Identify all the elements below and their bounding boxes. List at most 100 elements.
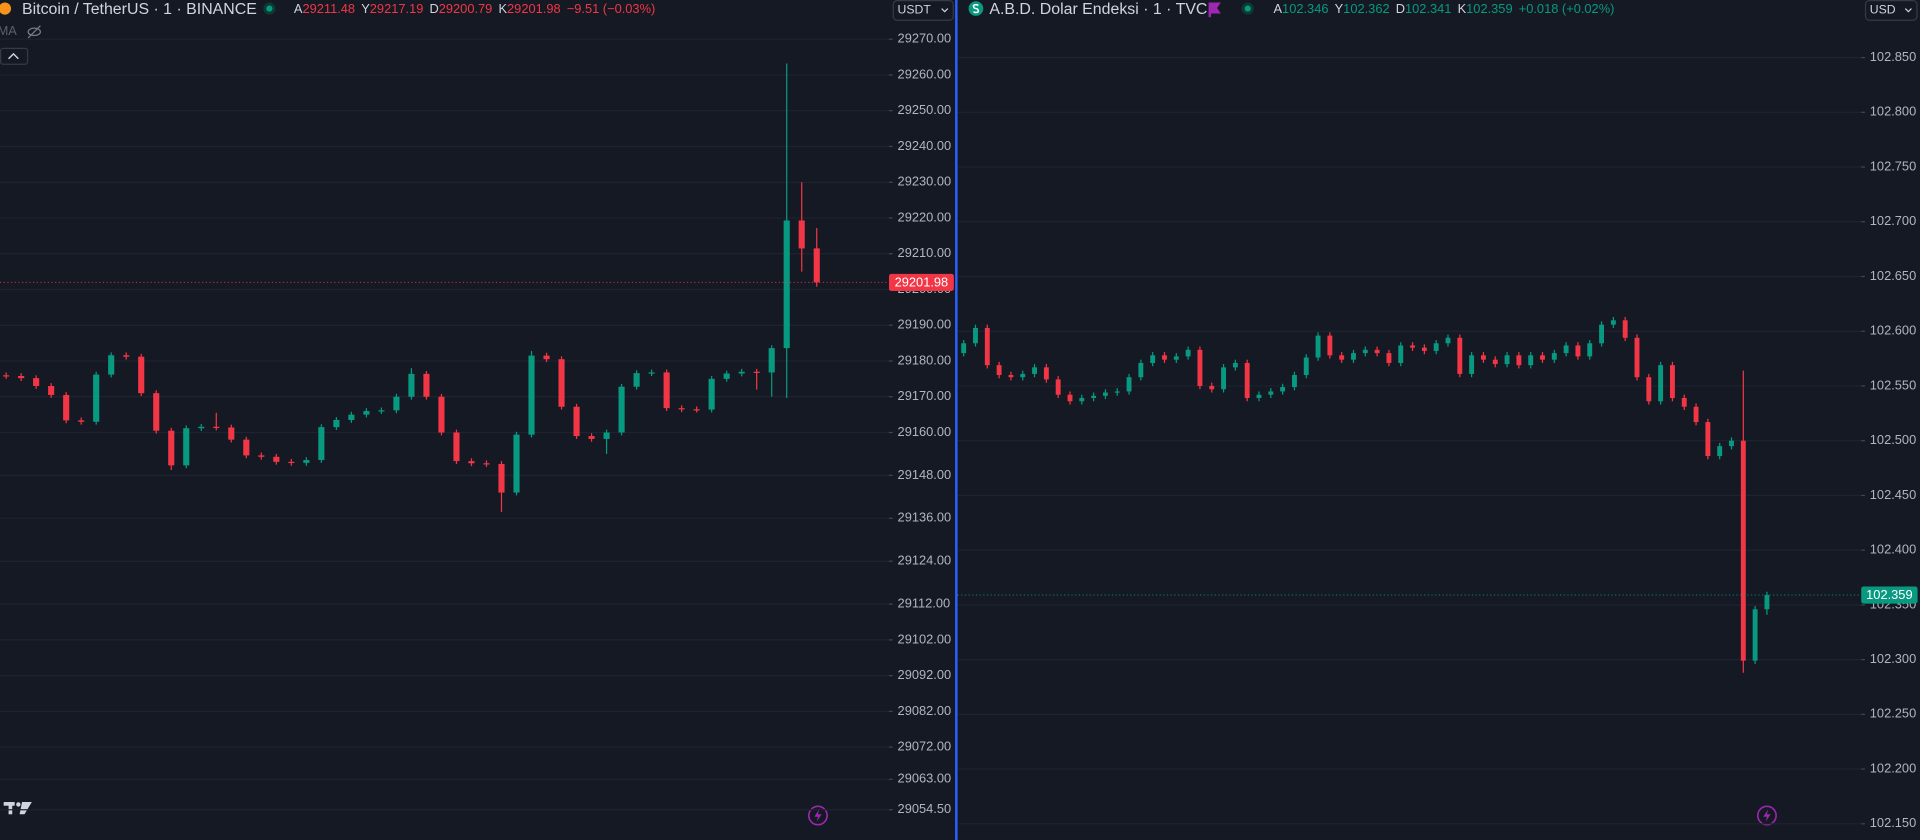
y-tick-label: 29072.00 xyxy=(898,739,952,754)
y-tick-label: 102.150 xyxy=(1870,815,1916,830)
candle-body xyxy=(1374,349,1380,354)
y-tick-label: 29240.00 xyxy=(898,138,952,153)
y-tick-label: 102.500 xyxy=(1870,432,1916,447)
candle-body xyxy=(798,220,805,249)
candle-body xyxy=(1658,365,1664,402)
candle-body xyxy=(48,386,55,395)
candle-body xyxy=(303,460,310,463)
candle-body xyxy=(588,436,595,439)
dropdown-caret xyxy=(941,8,949,13)
candle-body xyxy=(213,426,220,429)
candle-body xyxy=(1362,349,1368,354)
y-tick-label: 102.600 xyxy=(1870,323,1916,338)
ohlc-label: K xyxy=(1458,1,1467,16)
candle-body xyxy=(288,461,295,464)
candle-body xyxy=(1669,365,1675,398)
y-tick-label: 102.750 xyxy=(1870,158,1916,173)
candle-body xyxy=(1634,337,1640,378)
ohlc-legend: A29211.48 Y29217.19 D29200.79 K29201.98 −9.5… xyxy=(294,1,655,16)
candle-body xyxy=(138,356,145,394)
candle-body xyxy=(18,376,25,379)
candle-body xyxy=(753,371,760,373)
candle-body xyxy=(1232,362,1238,368)
ohlc-value: 102.359 xyxy=(1466,1,1512,16)
candle-body xyxy=(1540,355,1545,360)
candle-body xyxy=(1398,345,1404,363)
price-badge-label: 29201.98 xyxy=(895,274,949,289)
candle-body xyxy=(318,427,325,461)
symbol-icon-glyph xyxy=(972,3,980,14)
candle-body xyxy=(961,343,967,354)
candle-body xyxy=(168,430,175,466)
ohlc-value: 29200.79 xyxy=(439,1,493,16)
indicator-label: MA xyxy=(0,23,17,38)
candle-body xyxy=(528,355,535,435)
candle-body xyxy=(1221,367,1227,390)
candle-body xyxy=(378,410,385,412)
y-tick-label: 29210.00 xyxy=(898,245,952,260)
candle-body xyxy=(468,461,475,464)
candle-body xyxy=(1114,391,1120,393)
collapse-button[interactable] xyxy=(0,47,29,65)
ohlc-label: Y xyxy=(361,1,370,16)
eye-icon[interactable] xyxy=(27,25,42,39)
candle-body xyxy=(63,394,70,421)
candle-body xyxy=(603,432,610,439)
grid-layer: 29270.00 29260.00 29250.00 29240.00 29230.00… xyxy=(0,31,1916,830)
lightning-button[interactable] xyxy=(1756,805,1777,826)
price-axis xyxy=(888,0,957,840)
candle-body xyxy=(1469,355,1475,374)
change-value: −9.51 (−0.03%) xyxy=(567,1,656,16)
currency-label: USDT xyxy=(898,3,932,17)
lightning-button[interactable] xyxy=(807,805,828,826)
candle-body xyxy=(1067,394,1073,402)
status-dot xyxy=(266,5,273,12)
y-tick-label: 29063.00 xyxy=(898,771,952,786)
y-tick-label: 102.250 xyxy=(1870,706,1916,721)
candle-body xyxy=(1516,355,1522,366)
ohlc-value: 29217.19 xyxy=(370,1,424,16)
candle-body xyxy=(543,355,550,360)
candle-body xyxy=(393,396,400,411)
candle-body xyxy=(1599,324,1605,344)
candle-body xyxy=(1528,355,1534,366)
candle-body xyxy=(648,372,655,374)
candle-body xyxy=(1587,343,1593,357)
tv-logo xyxy=(3,802,32,815)
candle-body xyxy=(708,378,715,410)
candles-layer xyxy=(0,63,1862,673)
candle-body xyxy=(498,463,505,493)
currency-button[interactable] xyxy=(892,0,954,21)
candle-body xyxy=(1693,406,1699,423)
price-axis xyxy=(1861,0,1920,840)
candle-body xyxy=(1315,335,1321,358)
ohlc-value: 29211.48 xyxy=(302,1,355,16)
y-tick-label: 102.650 xyxy=(1870,268,1916,283)
ohlc-value: 102.341 xyxy=(1405,1,1451,16)
candle-body xyxy=(1268,391,1274,395)
candle-body xyxy=(453,432,460,462)
candle-body xyxy=(1504,355,1510,365)
collapse-icon xyxy=(8,52,19,60)
candle-body xyxy=(1433,343,1439,351)
candle-body xyxy=(573,406,580,437)
candle-body xyxy=(1351,353,1356,360)
candle-body xyxy=(1457,337,1463,374)
candle-body xyxy=(1091,395,1097,398)
currency-button[interactable] xyxy=(1864,0,1918,21)
y-tick-label: 102.200 xyxy=(1870,760,1916,775)
candle-body xyxy=(243,439,250,456)
symbol-title: Bitcoin / TetherUS · 1 · BINANCE xyxy=(22,1,257,18)
candle-body xyxy=(1410,345,1416,348)
y-tick-label: 29092.00 xyxy=(898,667,952,682)
candle-body xyxy=(1563,345,1569,354)
candle-body xyxy=(693,409,700,411)
y-tick-label: 102.450 xyxy=(1870,487,1916,502)
y-tick-label: 102.700 xyxy=(1870,213,1916,228)
candle-body xyxy=(1008,375,1014,378)
candle-body xyxy=(1197,349,1203,386)
y-tick-label: 29148.00 xyxy=(898,467,952,482)
candle-body xyxy=(1480,355,1486,360)
y-tick-label: 102.300 xyxy=(1870,651,1916,666)
candle-body xyxy=(996,365,1002,376)
